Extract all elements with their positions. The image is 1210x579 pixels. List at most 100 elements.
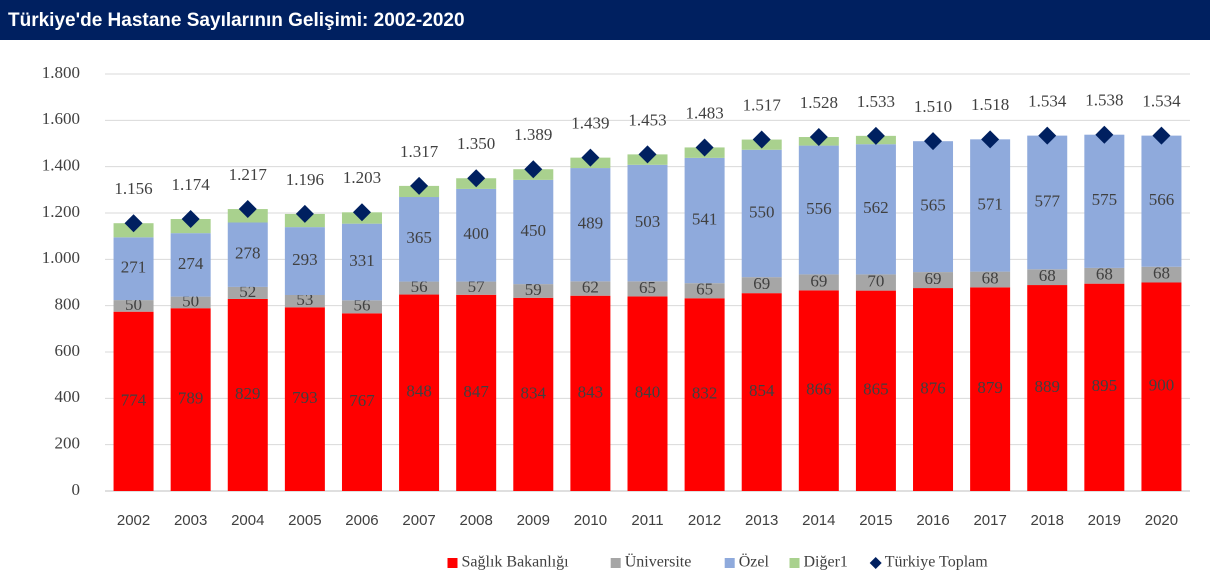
bar-segment: [1027, 269, 1068, 286]
data-label: 68: [982, 268, 999, 287]
bar-segment: [913, 141, 954, 273]
data-label: 834: [521, 383, 547, 402]
x-tick-label: 2003: [174, 512, 207, 529]
data-label: 847: [463, 382, 489, 401]
bar-segment: [284, 307, 325, 491]
bar-segment: [456, 281, 497, 295]
data-label: 56: [353, 296, 370, 315]
data-label: 866: [806, 380, 832, 399]
x-tick-label: 2006: [345, 512, 378, 529]
total-marker: [1095, 125, 1114, 144]
bar-segment: [741, 293, 782, 491]
data-label: 69: [925, 269, 942, 288]
y-tick-label: 0: [72, 480, 81, 499]
bar-segment: [627, 164, 668, 282]
legend-label: Üniversite: [625, 553, 692, 571]
x-tick-label: 2014: [802, 512, 835, 529]
bar-segment: [1141, 266, 1182, 283]
bar-segment: [970, 287, 1011, 491]
bar-segment: [741, 277, 782, 294]
data-label: 895: [1092, 376, 1118, 395]
bar-segment: [798, 145, 839, 275]
bar-segment: [970, 271, 1011, 288]
data-label: 767: [349, 391, 375, 410]
bar-segment: [513, 284, 554, 298]
bar-segment: [913, 272, 954, 289]
data-label: 550: [749, 202, 775, 221]
total-marker: [410, 176, 429, 195]
y-tick-label: 1.000: [42, 248, 80, 267]
total-label: 1.389: [514, 125, 552, 144]
x-tick-label: 2004: [231, 512, 264, 529]
legend-marker: [789, 558, 800, 568]
bar-segment: [170, 233, 211, 297]
data-label: 59: [525, 280, 542, 299]
data-label: 69: [810, 271, 827, 290]
data-label: 365: [406, 228, 432, 247]
data-label: 541: [692, 209, 718, 228]
total-label: 1.517: [743, 95, 782, 114]
bar-segment: [456, 188, 497, 282]
bar-segment: [113, 300, 154, 312]
total-marker: [809, 128, 828, 147]
bar-segment: [1141, 135, 1182, 267]
total-label: 1.483: [685, 103, 723, 122]
x-tick-label: 2008: [459, 512, 492, 529]
total-marker: [295, 204, 314, 223]
y-tick-label: 1.800: [42, 63, 80, 82]
y-tick-label: 1.200: [42, 202, 80, 221]
x-tick-label: 2013: [745, 512, 778, 529]
legend-label: Özel: [739, 553, 770, 571]
legend-marker: [869, 557, 882, 569]
legend-marker: [724, 558, 735, 568]
total-marker: [924, 132, 943, 151]
total-marker: [467, 169, 486, 188]
total-label: 1.533: [857, 92, 895, 111]
bar-segment: [170, 296, 211, 309]
title-bar: [0, 0, 1210, 40]
total-label: 1.174: [172, 175, 211, 194]
bar-segment: [1084, 134, 1125, 268]
data-label: 577: [1034, 191, 1060, 210]
total-label: 1.317: [400, 142, 439, 161]
bar-segment: [227, 286, 268, 299]
data-label: 832: [692, 384, 718, 403]
total-marker: [981, 130, 1000, 149]
y-tick-label: 400: [55, 387, 81, 406]
bar-segment: [227, 298, 268, 491]
bar-segment: [855, 144, 896, 275]
data-label: 57: [468, 277, 486, 296]
total-marker: [581, 148, 600, 167]
data-label: 70: [867, 271, 884, 290]
data-label: 271: [121, 258, 147, 277]
total-marker: [238, 200, 257, 219]
x-tick-label: 2007: [402, 512, 435, 529]
bar-segment: [627, 296, 668, 491]
x-tick-label: 2017: [973, 512, 1006, 529]
data-label: 789: [178, 389, 204, 408]
data-label: 565: [920, 196, 946, 215]
bar-segment: [1084, 267, 1125, 284]
data-label: 331: [349, 251, 375, 270]
total-marker: [1152, 126, 1171, 145]
data-label: 68: [1039, 266, 1056, 285]
bar-segment: [741, 149, 782, 278]
bar-segment: [399, 197, 440, 282]
data-label: 68: [1096, 265, 1113, 284]
legend-label: Türkiye Toplam: [885, 554, 989, 571]
bar-segment: [855, 274, 896, 291]
bar-segment: [399, 294, 440, 491]
legend-label: Sağlık Bakanlığı: [462, 554, 570, 571]
data-label: 879: [977, 378, 1003, 397]
x-tick-label: 2018: [1031, 512, 1064, 529]
data-label: 556: [806, 199, 832, 218]
bar-segment: [798, 290, 839, 491]
total-marker: [695, 138, 714, 157]
data-label: 900: [1149, 376, 1175, 395]
bar-segment: [284, 295, 325, 308]
data-label: 56: [411, 277, 428, 296]
data-label: 274: [178, 254, 204, 273]
bar-segment: [341, 313, 382, 491]
data-label: 774: [121, 390, 147, 409]
data-label: 400: [463, 224, 489, 243]
